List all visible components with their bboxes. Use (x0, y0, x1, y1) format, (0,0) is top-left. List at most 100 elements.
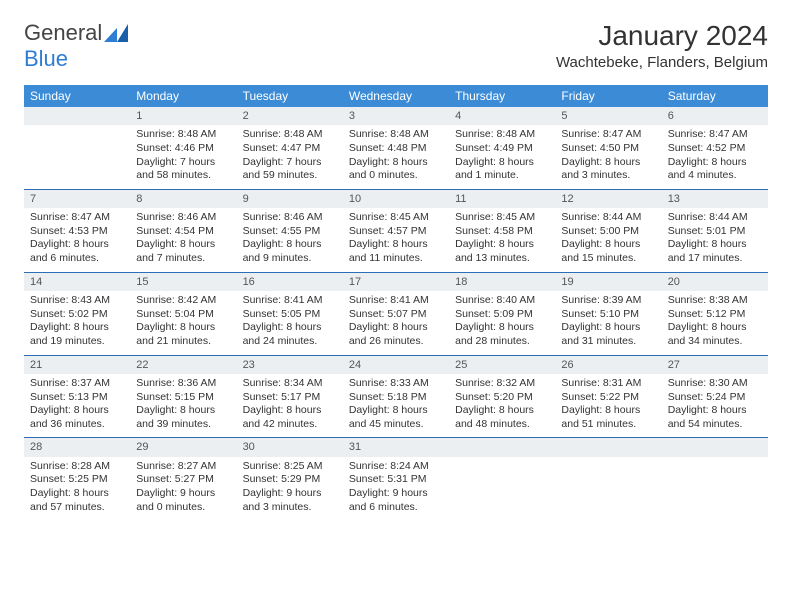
cell-body (449, 457, 555, 521)
day-number (449, 438, 555, 456)
sunset-text: Sunset: 5:07 PM (349, 308, 443, 322)
day-number: 26 (555, 356, 661, 374)
sunset-text: Sunset: 4:55 PM (243, 225, 337, 239)
sunrise-text: Sunrise: 8:45 AM (349, 211, 443, 225)
daylight-text: Daylight: 8 hours and 24 minutes. (243, 321, 337, 348)
daylight-text: Daylight: 8 hours and 3 minutes. (561, 156, 655, 183)
calendar-cell: 5Sunrise: 8:47 AMSunset: 4:50 PMDaylight… (555, 107, 661, 189)
sunrise-text: Sunrise: 8:43 AM (30, 294, 124, 308)
daylight-text: Daylight: 8 hours and 34 minutes. (668, 321, 762, 348)
calendar-cell: 29Sunrise: 8:27 AMSunset: 5:27 PMDayligh… (130, 438, 236, 520)
day-header: Tuesday (237, 85, 343, 107)
day-number (662, 438, 768, 456)
sunset-text: Sunset: 5:20 PM (455, 391, 549, 405)
sunrise-text: Sunrise: 8:25 AM (243, 460, 337, 474)
day-number: 2 (237, 107, 343, 125)
sunrise-text: Sunrise: 8:44 AM (561, 211, 655, 225)
daylight-text: Daylight: 8 hours and 17 minutes. (668, 238, 762, 265)
sunset-text: Sunset: 5:29 PM (243, 473, 337, 487)
calendar-cell: 8Sunrise: 8:46 AMSunset: 4:54 PMDaylight… (130, 189, 236, 272)
calendar-cell: 3Sunrise: 8:48 AMSunset: 4:48 PMDaylight… (343, 107, 449, 189)
header: General January 2024 Wachtebeke, Flander… (24, 20, 768, 71)
calendar-cell: 9Sunrise: 8:46 AMSunset: 4:55 PMDaylight… (237, 189, 343, 272)
daylight-text: Daylight: 9 hours and 6 minutes. (349, 487, 443, 514)
cell-body: Sunrise: 8:47 AMSunset: 4:52 PMDaylight:… (662, 125, 768, 189)
cell-body: Sunrise: 8:47 AMSunset: 4:53 PMDaylight:… (24, 208, 130, 272)
cell-body: Sunrise: 8:44 AMSunset: 5:01 PMDaylight:… (662, 208, 768, 272)
sunset-text: Sunset: 5:05 PM (243, 308, 337, 322)
sunrise-text: Sunrise: 8:37 AM (30, 377, 124, 391)
sunset-text: Sunset: 5:02 PM (30, 308, 124, 322)
day-number: 15 (130, 273, 236, 291)
cell-body: Sunrise: 8:33 AMSunset: 5:18 PMDaylight:… (343, 374, 449, 438)
sunrise-text: Sunrise: 8:33 AM (349, 377, 443, 391)
daylight-text: Daylight: 7 hours and 58 minutes. (136, 156, 230, 183)
cell-body: Sunrise: 8:41 AMSunset: 5:07 PMDaylight:… (343, 291, 449, 355)
calendar-cell: 6Sunrise: 8:47 AMSunset: 4:52 PMDaylight… (662, 107, 768, 189)
sunset-text: Sunset: 4:50 PM (561, 142, 655, 156)
sunset-text: Sunset: 5:27 PM (136, 473, 230, 487)
cell-body: Sunrise: 8:27 AMSunset: 5:27 PMDaylight:… (130, 457, 236, 521)
cell-body: Sunrise: 8:31 AMSunset: 5:22 PMDaylight:… (555, 374, 661, 438)
cell-body: Sunrise: 8:48 AMSunset: 4:48 PMDaylight:… (343, 125, 449, 189)
calendar-cell: 31Sunrise: 8:24 AMSunset: 5:31 PMDayligh… (343, 438, 449, 520)
sunrise-text: Sunrise: 8:45 AM (455, 211, 549, 225)
calendar-cell: 22Sunrise: 8:36 AMSunset: 5:15 PMDayligh… (130, 355, 236, 438)
sunset-text: Sunset: 4:52 PM (668, 142, 762, 156)
sunrise-text: Sunrise: 8:34 AM (243, 377, 337, 391)
day-number: 23 (237, 356, 343, 374)
sunrise-text: Sunrise: 8:36 AM (136, 377, 230, 391)
daylight-text: Daylight: 8 hours and 36 minutes. (30, 404, 124, 431)
sunset-text: Sunset: 5:12 PM (668, 308, 762, 322)
day-number: 27 (662, 356, 768, 374)
daylight-text: Daylight: 8 hours and 39 minutes. (136, 404, 230, 431)
daylight-text: Daylight: 8 hours and 4 minutes. (668, 156, 762, 183)
sunrise-text: Sunrise: 8:47 AM (561, 128, 655, 142)
calendar-cell: 19Sunrise: 8:39 AMSunset: 5:10 PMDayligh… (555, 272, 661, 355)
calendar-cell (662, 438, 768, 520)
daylight-text: Daylight: 8 hours and 13 minutes. (455, 238, 549, 265)
cell-body: Sunrise: 8:48 AMSunset: 4:49 PMDaylight:… (449, 125, 555, 189)
daylight-text: Daylight: 8 hours and 19 minutes. (30, 321, 124, 348)
day-number: 1 (130, 107, 236, 125)
calendar-cell: 13Sunrise: 8:44 AMSunset: 5:01 PMDayligh… (662, 189, 768, 272)
day-number (24, 107, 130, 125)
logo: General (24, 20, 130, 46)
calendar-cell: 15Sunrise: 8:42 AMSunset: 5:04 PMDayligh… (130, 272, 236, 355)
daylight-text: Daylight: 8 hours and 26 minutes. (349, 321, 443, 348)
daylight-text: Daylight: 8 hours and 21 minutes. (136, 321, 230, 348)
sunrise-text: Sunrise: 8:40 AM (455, 294, 549, 308)
day-header: Friday (555, 85, 661, 107)
sunset-text: Sunset: 5:24 PM (668, 391, 762, 405)
calendar-cell: 17Sunrise: 8:41 AMSunset: 5:07 PMDayligh… (343, 272, 449, 355)
day-number: 17 (343, 273, 449, 291)
calendar-cell: 7Sunrise: 8:47 AMSunset: 4:53 PMDaylight… (24, 189, 130, 272)
daylight-text: Daylight: 8 hours and 42 minutes. (243, 404, 337, 431)
cell-body (555, 457, 661, 521)
cell-body: Sunrise: 8:46 AMSunset: 4:55 PMDaylight:… (237, 208, 343, 272)
calendar-cell: 25Sunrise: 8:32 AMSunset: 5:20 PMDayligh… (449, 355, 555, 438)
sunrise-text: Sunrise: 8:48 AM (455, 128, 549, 142)
cell-body: Sunrise: 8:28 AMSunset: 5:25 PMDaylight:… (24, 457, 130, 521)
day-header: Sunday (24, 85, 130, 107)
sunrise-text: Sunrise: 8:24 AM (349, 460, 443, 474)
title-block: January 2024 Wachtebeke, Flanders, Belgi… (556, 20, 768, 71)
sunset-text: Sunset: 5:22 PM (561, 391, 655, 405)
day-number: 11 (449, 190, 555, 208)
cell-body: Sunrise: 8:32 AMSunset: 5:20 PMDaylight:… (449, 374, 555, 438)
cell-body: Sunrise: 8:48 AMSunset: 4:47 PMDaylight:… (237, 125, 343, 189)
day-number: 29 (130, 438, 236, 456)
sunrise-text: Sunrise: 8:27 AM (136, 460, 230, 474)
sunset-text: Sunset: 5:31 PM (349, 473, 443, 487)
calendar-cell: 20Sunrise: 8:38 AMSunset: 5:12 PMDayligh… (662, 272, 768, 355)
sunrise-text: Sunrise: 8:48 AM (349, 128, 443, 142)
daylight-text: Daylight: 8 hours and 31 minutes. (561, 321, 655, 348)
day-number: 30 (237, 438, 343, 456)
day-number: 7 (24, 190, 130, 208)
sunset-text: Sunset: 5:01 PM (668, 225, 762, 239)
calendar-cell: 24Sunrise: 8:33 AMSunset: 5:18 PMDayligh… (343, 355, 449, 438)
sunset-text: Sunset: 5:13 PM (30, 391, 124, 405)
day-number (555, 438, 661, 456)
cell-body (662, 457, 768, 521)
cell-body: Sunrise: 8:48 AMSunset: 4:46 PMDaylight:… (130, 125, 236, 189)
